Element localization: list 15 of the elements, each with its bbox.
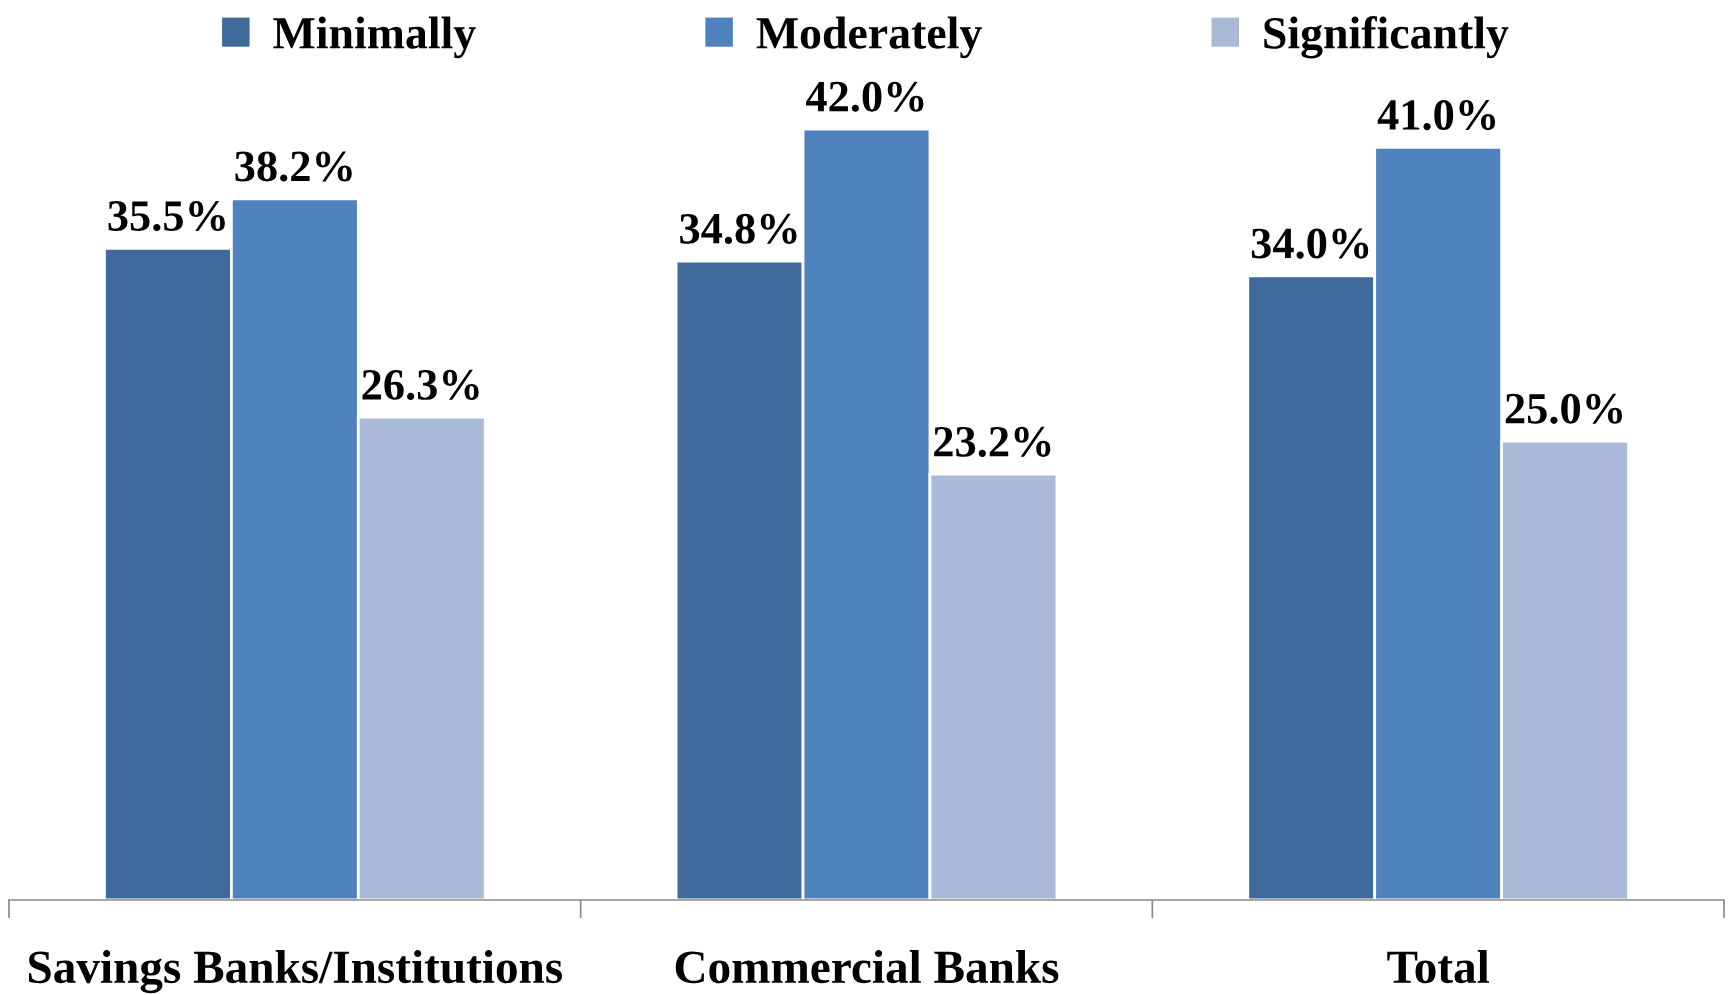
- legend-label: Minimally: [273, 16, 476, 59]
- x-tick-label: Savings Banks/Institutions: [28, 950, 563, 994]
- data-label: 26.3%: [362, 369, 479, 401]
- legend-label: Moderately: [756, 16, 982, 59]
- data-label: 25.0%: [1505, 393, 1623, 424]
- data-label: 38.2%: [235, 151, 352, 182]
- data-label: 23.2%: [934, 426, 1051, 457]
- data-label: 35.5%: [108, 200, 225, 232]
- x-tick-label: Commercial Banks: [675, 950, 1059, 984]
- x-tick-label: Total: [1387, 950, 1489, 984]
- data-label: 41.0%: [1377, 100, 1496, 131]
- data-label: 34.8%: [680, 213, 797, 244]
- data-label: 42.0%: [806, 81, 924, 112]
- data-label: 34.0%: [1251, 228, 1369, 259]
- legend-label: Significantly: [1264, 16, 1509, 59]
